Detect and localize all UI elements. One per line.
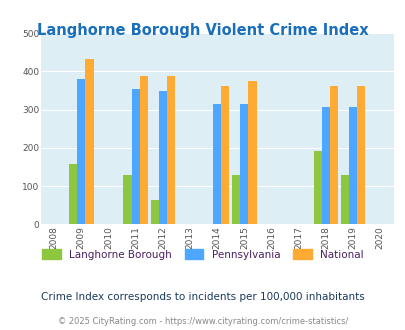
Bar — [248, 81, 256, 224]
Bar — [348, 107, 356, 224]
Bar — [356, 86, 364, 224]
Text: © 2025 CityRating.com - https://www.cityrating.com/crime-statistics/: © 2025 CityRating.com - https://www.city… — [58, 317, 347, 326]
Bar — [150, 200, 158, 224]
Legend: Langhorne Borough, Pennsylvania, National: Langhorne Borough, Pennsylvania, Nationa… — [38, 245, 367, 264]
Bar — [77, 79, 85, 224]
Bar — [213, 104, 221, 224]
Bar — [321, 107, 329, 224]
Bar — [329, 86, 337, 224]
Bar — [232, 175, 240, 224]
Bar — [131, 88, 139, 224]
Bar — [139, 76, 147, 224]
Bar — [123, 176, 131, 224]
Bar — [158, 91, 166, 224]
Bar — [221, 86, 229, 224]
Text: Crime Index corresponds to incidents per 100,000 inhabitants: Crime Index corresponds to incidents per… — [41, 292, 364, 302]
Bar — [166, 76, 175, 224]
Bar — [85, 59, 93, 224]
Bar — [340, 175, 348, 224]
Text: Langhorne Borough Violent Crime Index: Langhorne Borough Violent Crime Index — [37, 23, 368, 38]
Bar — [313, 150, 321, 224]
Bar — [69, 164, 77, 224]
Bar — [240, 104, 248, 224]
